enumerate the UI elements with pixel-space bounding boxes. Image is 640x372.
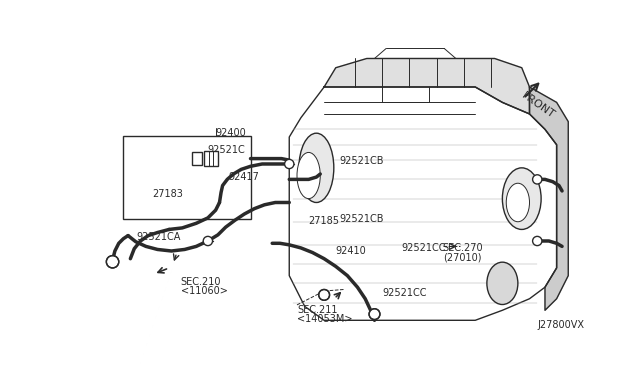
Text: 92521CB: 92521CB — [340, 156, 384, 166]
Circle shape — [369, 309, 380, 320]
Circle shape — [319, 289, 330, 300]
Text: 92521CA: 92521CA — [136, 232, 181, 242]
Text: <14053M>: <14053M> — [297, 314, 353, 324]
Text: SEC.210: SEC.210 — [180, 277, 221, 287]
Text: (27010): (27010) — [443, 253, 481, 263]
Polygon shape — [324, 58, 529, 114]
Ellipse shape — [299, 133, 334, 202]
Text: 92521C: 92521C — [208, 145, 246, 155]
Ellipse shape — [297, 153, 320, 199]
Text: SEC.270: SEC.270 — [443, 243, 483, 253]
Ellipse shape — [502, 168, 541, 230]
Text: 92521CB: 92521CB — [340, 214, 384, 224]
Text: 92410: 92410 — [336, 246, 367, 256]
Circle shape — [106, 256, 119, 268]
Text: 27183: 27183 — [152, 189, 183, 199]
Polygon shape — [529, 87, 568, 310]
Text: SEC.211: SEC.211 — [297, 305, 337, 315]
Text: 27185: 27185 — [308, 216, 340, 225]
Ellipse shape — [487, 262, 518, 305]
Text: 92400: 92400 — [216, 128, 246, 138]
Bar — [204, 151, 218, 166]
Bar — [123, 135, 250, 219]
Text: <11060>: <11060> — [180, 286, 228, 296]
Text: FRONT: FRONT — [520, 91, 557, 121]
Circle shape — [532, 175, 542, 184]
Text: J27800VX: J27800VX — [537, 320, 584, 330]
Circle shape — [532, 236, 542, 246]
Polygon shape — [289, 87, 557, 320]
Bar — [193, 153, 202, 165]
Circle shape — [285, 159, 294, 169]
Circle shape — [204, 236, 212, 246]
Text: 92521CC: 92521CC — [382, 288, 427, 298]
Text: 92417: 92417 — [229, 172, 260, 182]
Text: 92521CC: 92521CC — [402, 243, 446, 253]
Ellipse shape — [506, 183, 529, 222]
